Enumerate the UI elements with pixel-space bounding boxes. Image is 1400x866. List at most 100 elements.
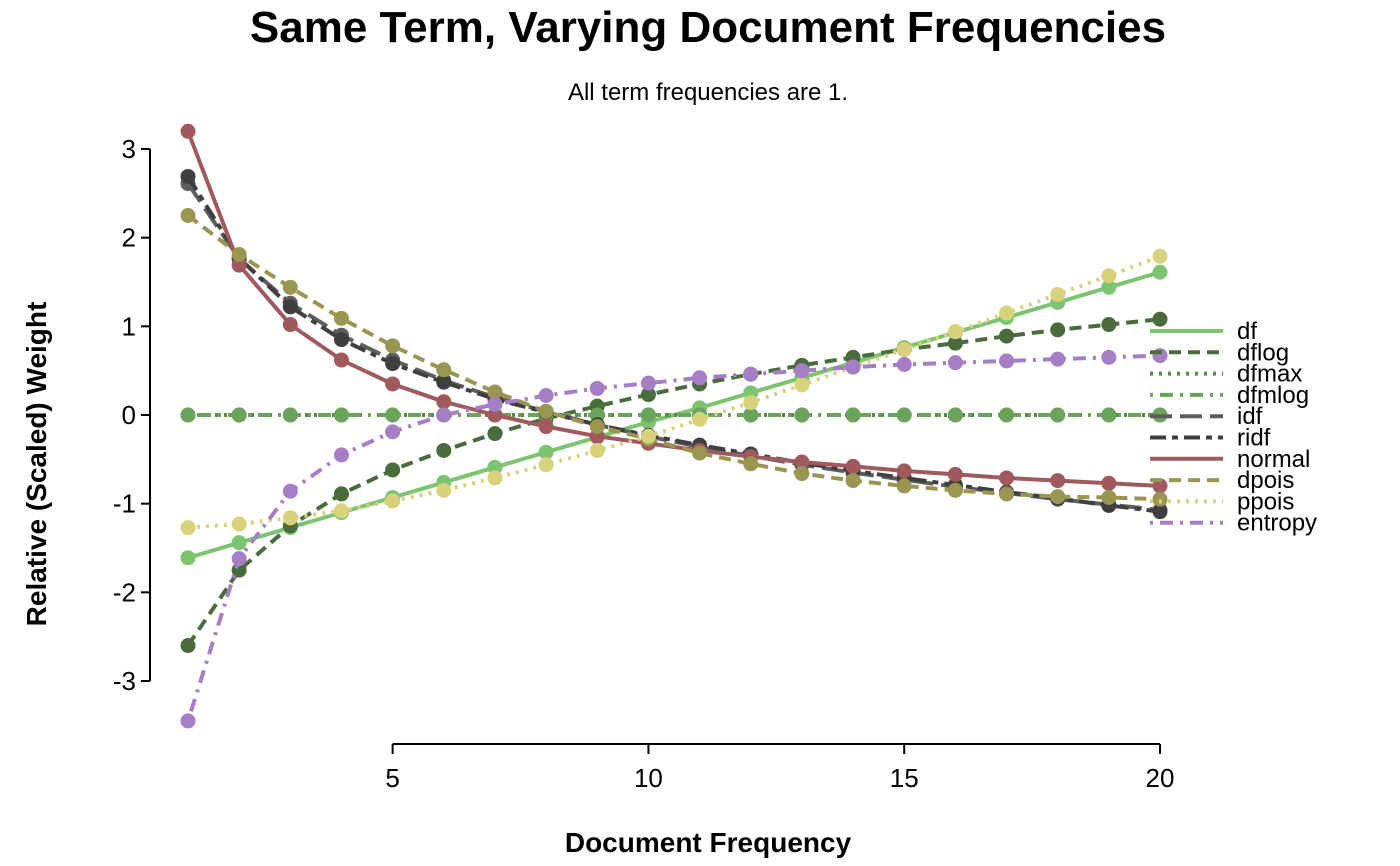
legend-item-ridf: ridf	[1150, 425, 1271, 452]
data-point-ridf	[385, 356, 401, 372]
legend-label-ridf: ridf	[1237, 425, 1271, 452]
data-point-df	[538, 444, 554, 460]
x-tick-label: 20	[1146, 763, 1175, 793]
data-point-dpois	[743, 456, 759, 472]
data-point-ppois	[333, 503, 349, 519]
data-point-normal	[999, 470, 1015, 486]
legend-item-dfmax: dfmax	[1150, 361, 1302, 388]
data-point-normal	[333, 352, 349, 368]
data-point-df	[487, 459, 503, 475]
y-tick-label: 3	[122, 134, 136, 164]
data-point-entropy	[333, 447, 349, 463]
data-point-entropy	[487, 396, 503, 412]
data-point-ridf	[333, 332, 349, 348]
data-point-dpois	[231, 247, 247, 263]
chart-subtitle: All term frequencies are 1.	[568, 79, 848, 106]
data-point-normal	[538, 419, 554, 435]
series-entropy	[180, 348, 1168, 729]
data-point-normal	[487, 407, 503, 423]
data-point-ppois	[1101, 268, 1117, 284]
data-point-dfmlog	[231, 407, 247, 423]
data-point-dfmlog	[794, 407, 810, 423]
x-tick-label: 5	[385, 763, 399, 793]
data-point-df	[1101, 279, 1117, 295]
data-point-entropy	[436, 407, 452, 423]
data-point-dflog	[385, 462, 401, 478]
legend-label-df: df	[1237, 318, 1257, 345]
data-point-dpois	[538, 403, 554, 419]
series-line-dpois	[186, 213, 1161, 502]
data-point-ppois	[487, 470, 503, 486]
legend-label-normal: normal	[1237, 446, 1310, 473]
series-line-ridf	[186, 175, 1161, 514]
data-point-normal	[436, 394, 452, 410]
legend-item-idf: idf	[1150, 403, 1263, 430]
legend-label-dflog: dflog	[1237, 339, 1289, 366]
data-point-dfmlog	[999, 407, 1015, 423]
series-line-dflog	[186, 317, 1161, 647]
data-point-dfmlog	[282, 407, 298, 423]
series-dflog	[180, 311, 1168, 654]
data-point-ppois	[692, 411, 708, 427]
data-point-dflog	[487, 426, 503, 442]
legend-item-dfmlog: dfmlog	[1150, 382, 1309, 409]
data-point-ppois	[1050, 286, 1066, 302]
legend-item-normal: normal	[1150, 446, 1310, 473]
data-point-dpois	[1101, 489, 1117, 505]
data-point-entropy	[1050, 351, 1066, 367]
data-point-ridf	[1152, 504, 1168, 520]
data-point-entropy	[589, 380, 605, 396]
data-point-normal	[1101, 475, 1117, 491]
series-line-idf	[186, 182, 1161, 512]
data-point-ppois	[640, 428, 656, 444]
data-point-entropy	[794, 363, 810, 379]
legend-label-idf: idf	[1237, 403, 1263, 430]
legend-label-entropy: entropy	[1237, 510, 1317, 537]
data-point-dfmlog	[845, 407, 861, 423]
data-point-dflog	[180, 638, 196, 654]
data-point-dflog	[1050, 322, 1066, 338]
data-point-ridf	[436, 374, 452, 390]
data-point-normal	[180, 123, 196, 139]
data-point-ppois	[538, 457, 554, 473]
data-point-dfmlog	[1050, 407, 1066, 423]
legend-item-entropy: entropy	[1150, 510, 1317, 537]
data-point-entropy	[947, 355, 963, 371]
data-point-entropy	[896, 356, 912, 372]
data-point-dfmlog	[743, 407, 759, 423]
y-tick-label: 0	[122, 400, 136, 430]
data-point-dpois	[589, 419, 605, 435]
data-point-dpois	[333, 310, 349, 326]
legend-label-dfmlog: dfmlog	[1237, 382, 1309, 409]
data-point-ppois	[1152, 248, 1168, 264]
data-point-dfmlog	[180, 407, 196, 423]
series-ridf	[180, 168, 1168, 520]
data-point-entropy	[282, 483, 298, 499]
data-point-dfmlog	[640, 407, 656, 423]
data-point-ridf	[282, 299, 298, 315]
data-point-ppois	[589, 442, 605, 458]
data-point-dpois	[896, 478, 912, 494]
data-point-entropy	[385, 424, 401, 440]
data-point-normal	[1050, 473, 1066, 489]
data-point-dflog	[947, 335, 963, 351]
x-tick-label: 15	[890, 763, 919, 793]
data-point-dfmlog	[947, 407, 963, 423]
data-point-dpois	[487, 384, 503, 400]
legend-item-dflog: dflog	[1150, 339, 1289, 366]
data-point-ppois	[999, 305, 1015, 321]
data-point-dflog	[436, 442, 452, 458]
legend-label-dfmax: dfmax	[1237, 361, 1302, 388]
data-point-df	[1152, 264, 1168, 280]
data-point-ppois	[794, 377, 810, 393]
data-point-entropy	[1101, 349, 1117, 365]
data-point-dpois	[999, 486, 1015, 502]
data-point-ppois	[231, 516, 247, 532]
legend-label-ppois: ppois	[1237, 488, 1294, 515]
data-point-dpois	[692, 445, 708, 461]
data-point-df	[231, 535, 247, 551]
data-point-dpois	[1152, 491, 1168, 507]
series-ppois	[180, 248, 1168, 536]
data-point-dpois	[794, 466, 810, 482]
